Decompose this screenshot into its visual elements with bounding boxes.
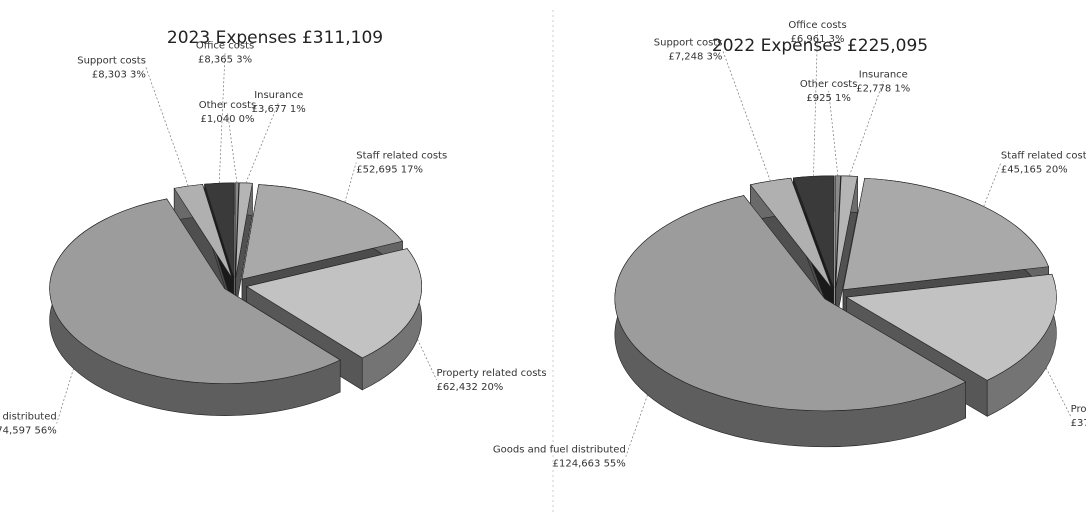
slice-label: Staff related costs — [1001, 150, 1086, 161]
slice — [749, 177, 832, 289]
leader-line — [145, 67, 189, 187]
slice — [792, 175, 835, 288]
slice-value-label: £8,303 3% — [92, 69, 146, 80]
slice-value-label: £3,677 1% — [252, 104, 306, 115]
chart-title: 2023 Expenses £311,109 — [167, 28, 383, 48]
leader-line — [1045, 367, 1071, 417]
slice — [614, 195, 967, 412]
leader-line — [218, 52, 226, 184]
slice — [204, 182, 235, 278]
leader-line — [625, 394, 648, 457]
slice-label: Other costs — [199, 100, 257, 111]
slice-label: Support costs — [77, 55, 146, 66]
slice-value-label: £124,663 55% — [553, 459, 626, 470]
slice-value-label: £174,597 56% — [0, 425, 57, 436]
slice-label: Office costs — [788, 20, 846, 31]
slice-label: Insurance — [859, 69, 908, 80]
slice-label: Goods and fuel distributed — [493, 445, 626, 456]
slice-label: Property related costs — [1071, 404, 1086, 415]
slice-label: Goods and fuel distributed — [0, 411, 57, 422]
slice-value-label: £45,165 20% — [1001, 164, 1068, 175]
slice-value-label: £62,432 20% — [437, 382, 504, 393]
slice — [842, 177, 1049, 290]
slice-label: Insurance — [254, 90, 303, 101]
slice-value-label: £7,248 3% — [668, 52, 722, 63]
slice — [245, 248, 423, 359]
leader-line — [813, 31, 818, 177]
leader-line — [56, 368, 74, 424]
chart-title: 2022 Expenses £225,095 — [712, 36, 928, 56]
leader-line — [245, 102, 280, 184]
slice-value-label: £52,695 17% — [356, 164, 423, 175]
slice-value-label: £2,778 1% — [856, 83, 910, 94]
slice-label: Other costs — [800, 79, 858, 90]
slice-value-label: £1,040 0% — [200, 114, 254, 125]
slice-label: Staff related costs — [356, 150, 447, 161]
slice-value-label: £925 1% — [806, 93, 851, 104]
leader-line — [417, 339, 437, 381]
slice — [845, 273, 1057, 381]
slice — [835, 175, 858, 288]
slice-label: Support costs — [654, 38, 723, 49]
slice — [49, 198, 341, 384]
slice — [834, 175, 841, 288]
slice-label: Property related costs — [437, 368, 547, 379]
slice-value-label: £37,355 17% — [1071, 418, 1086, 429]
leader-line — [848, 81, 884, 177]
leader-line — [344, 162, 357, 203]
leader-line — [722, 49, 771, 182]
slice-label: Office costs — [196, 40, 254, 51]
slice — [241, 184, 403, 280]
slice-value-label: £8,365 3% — [198, 54, 252, 65]
slice-value-label: £6,961 3% — [790, 34, 844, 45]
